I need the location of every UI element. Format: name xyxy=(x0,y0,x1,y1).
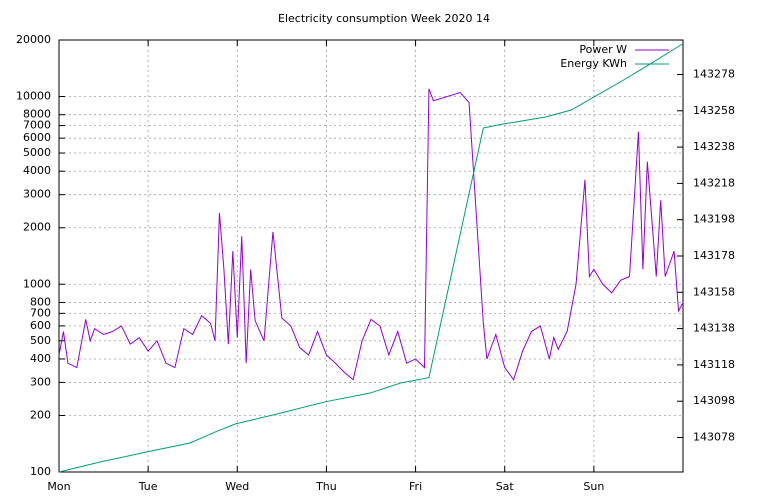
y-tick-label: 2000 xyxy=(23,221,51,234)
y-tick-label: 800 xyxy=(30,295,51,308)
y2-tick-label: 143178 xyxy=(693,249,735,262)
y-tick-label: 300 xyxy=(30,375,51,388)
x-tick-label: Mon xyxy=(47,480,70,493)
data-line xyxy=(58,43,684,473)
y-tick-label: 5000 xyxy=(23,146,51,159)
y-tick-label: 600 xyxy=(30,319,51,332)
y-tick-label: 500 xyxy=(30,334,51,347)
y-tick-label: 200 xyxy=(30,408,51,421)
y2-tick-label: 143238 xyxy=(693,140,735,153)
y2-tick-label: 143098 xyxy=(693,394,735,407)
legend-label: Power W xyxy=(579,43,627,56)
y-tick-label: 7000 xyxy=(23,119,51,132)
x-tick-label: Sat xyxy=(496,480,515,493)
y-tick-label: 400 xyxy=(30,352,51,365)
y-tick-label: 1000 xyxy=(23,277,51,290)
y-tick-label: 4000 xyxy=(23,164,51,177)
y2-tick-label: 143158 xyxy=(693,285,735,298)
x-tick-label: Fri xyxy=(409,480,422,493)
y-tick-label: 10000 xyxy=(16,90,51,103)
y-tick-label: 100 xyxy=(30,465,51,478)
x-tick-label: Thu xyxy=(315,480,337,493)
y2-tick-label: 143198 xyxy=(693,213,735,226)
y-tick-label: 20000 xyxy=(16,33,51,46)
data-line xyxy=(58,88,684,381)
x-tick-label: Wed xyxy=(225,480,249,493)
y2-tick-label: 143078 xyxy=(693,431,735,444)
y-tick-label: 700 xyxy=(30,306,51,319)
plot-frame xyxy=(58,39,684,473)
y-tick-label: 6000 xyxy=(23,131,51,144)
x-tick-label: Sun xyxy=(583,480,604,493)
y-tick-label: 8000 xyxy=(23,108,51,121)
legend-label: Energy KWh xyxy=(560,57,627,70)
y-tick-label: 3000 xyxy=(23,188,51,201)
y2-tick-label: 143138 xyxy=(693,322,735,335)
chart-title: Electricity consumption Week 2020 14 xyxy=(278,12,490,25)
x-tick-label: Tue xyxy=(138,480,158,493)
y2-tick-label: 143258 xyxy=(693,104,735,117)
y2-tick-label: 143218 xyxy=(693,176,735,189)
y2-tick-label: 143278 xyxy=(693,67,735,80)
y2-tick-label: 143118 xyxy=(693,358,735,371)
